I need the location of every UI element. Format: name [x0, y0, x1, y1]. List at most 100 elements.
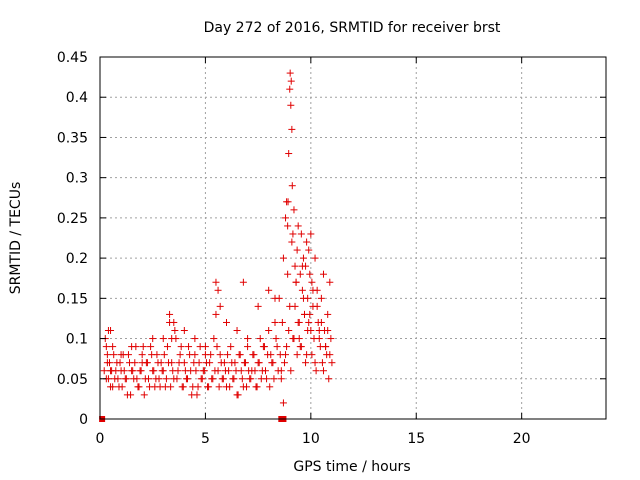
data-point — [109, 383, 117, 391]
data-point — [173, 375, 181, 383]
data-point — [214, 286, 222, 294]
data-point — [135, 383, 143, 391]
data-point — [308, 351, 316, 359]
data-point — [138, 359, 146, 367]
data-point — [112, 367, 120, 375]
data-point — [221, 367, 229, 375]
data-point — [244, 335, 252, 343]
data-point — [286, 69, 294, 77]
data-point — [264, 351, 272, 359]
data-point — [160, 351, 168, 359]
data-point — [268, 359, 276, 367]
data-point — [247, 375, 255, 383]
data-point — [133, 375, 141, 383]
data-point — [162, 375, 170, 383]
data-point — [211, 367, 219, 375]
data-point — [139, 343, 147, 351]
grid-layer — [100, 57, 606, 419]
data-point — [190, 359, 198, 367]
y-tick-label: 0.35 — [57, 130, 88, 146]
data-point — [291, 302, 299, 310]
data-point — [284, 198, 292, 206]
data-point — [251, 367, 259, 375]
data-point — [301, 310, 309, 318]
data-point — [305, 246, 313, 254]
data-point — [170, 318, 178, 326]
y-axis-label: SRMTID / TECUs — [8, 182, 24, 295]
data-point — [283, 343, 291, 351]
data-point — [243, 383, 251, 391]
data-point — [177, 343, 185, 351]
plot-frame — [99, 56, 607, 420]
data-point — [138, 351, 146, 359]
data-point — [290, 206, 298, 214]
data-point — [319, 270, 327, 278]
y-tick-label: 0.15 — [57, 291, 88, 307]
data-point — [279, 254, 287, 262]
data-point — [192, 367, 200, 375]
data-point — [312, 367, 320, 375]
data-point — [265, 327, 273, 335]
y-tick-label: 0.05 — [57, 372, 88, 388]
data-point — [279, 399, 287, 407]
points-layer — [99, 69, 336, 422]
data-point — [307, 230, 315, 238]
data-point — [291, 262, 299, 270]
data-point — [140, 391, 148, 399]
y-tick-label: 0.3 — [66, 171, 88, 187]
data-point — [286, 85, 294, 93]
data-point — [137, 367, 145, 375]
data-point — [114, 375, 122, 383]
data-point — [293, 246, 301, 254]
x-axis-label: GPS time / hours — [293, 459, 410, 475]
data-point — [216, 351, 224, 359]
data-point — [215, 383, 223, 391]
data-point — [287, 77, 295, 85]
data-point — [217, 359, 225, 367]
data-point — [323, 351, 331, 359]
data-point — [285, 327, 293, 335]
data-point — [284, 270, 292, 278]
data-point — [103, 351, 111, 359]
data-point — [124, 351, 132, 359]
data-point — [305, 318, 313, 326]
data-point — [168, 335, 176, 343]
data-point — [196, 343, 204, 351]
data-point — [254, 302, 262, 310]
data-point — [103, 359, 111, 367]
data-point — [302, 262, 310, 270]
x-tick-label: 20 — [513, 431, 531, 447]
data-point — [239, 278, 247, 286]
data-point — [228, 359, 236, 367]
y-tick-label: 0 — [79, 412, 88, 428]
data-point — [159, 335, 167, 343]
data-point — [118, 383, 126, 391]
data-point — [293, 351, 301, 359]
data-point — [201, 351, 209, 359]
data-point — [289, 335, 297, 343]
data-point — [317, 294, 325, 302]
data-point — [179, 383, 187, 391]
chart-title: Day 272 of 2016, SRMTID for receiver brs… — [204, 20, 501, 36]
data-point — [304, 294, 312, 302]
data-point — [256, 335, 264, 343]
data-point — [216, 302, 224, 310]
data-point — [314, 318, 322, 326]
data-point — [304, 327, 312, 335]
data-point — [297, 343, 305, 351]
y-tick-label: 0.2 — [66, 251, 88, 267]
data-point — [306, 270, 314, 278]
x-tick-label: 10 — [302, 431, 320, 447]
data-point — [259, 343, 267, 351]
data-point — [270, 375, 278, 383]
data-point — [308, 278, 316, 286]
data-point — [167, 383, 175, 391]
data-point — [327, 335, 335, 343]
data-point — [188, 391, 196, 399]
data-point — [149, 335, 157, 343]
y-tick-label: 0.25 — [57, 211, 88, 227]
data-point — [227, 343, 235, 351]
x-tick-label: 15 — [407, 431, 425, 447]
data-point — [131, 359, 139, 367]
data-point — [236, 351, 244, 359]
